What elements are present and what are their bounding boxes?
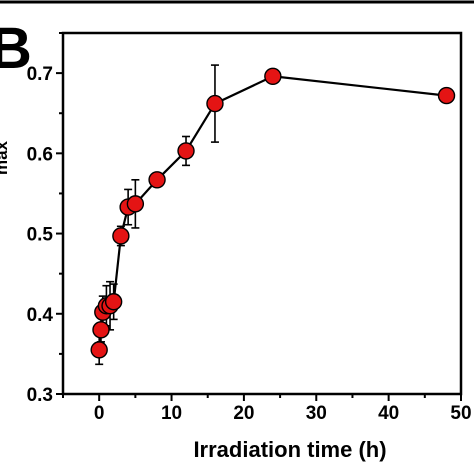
y-tick-label: 0.5 [27, 225, 54, 246]
data-point [92, 321, 110, 339]
data-point [264, 67, 282, 86]
x-tick-label: 10 [161, 403, 182, 424]
x-tick-label: 20 [233, 403, 254, 424]
data-point [148, 171, 166, 189]
x-tick-label: 50 [450, 403, 471, 424]
data-point [177, 142, 195, 160]
data-point [126, 195, 145, 213]
data-point [206, 94, 224, 113]
data-point [90, 341, 108, 359]
series-line [98, 75, 447, 350]
x-tick-label: 0 [94, 403, 105, 424]
series-layer [90, 64, 456, 366]
y-tick-label: 0.6 [27, 144, 53, 165]
y-tick-label: 0.7 [27, 64, 53, 85]
x-tick-label: 30 [306, 403, 327, 424]
data-point [104, 293, 123, 311]
plot-frame [61, 31, 463, 396]
data-point [112, 227, 130, 245]
y-tick-label: 0.4 [27, 305, 54, 326]
x-tick-label: 40 [378, 403, 399, 424]
data-point [437, 86, 456, 105]
x-axis-title: Irradiation time (h) [193, 437, 386, 462]
y-tick-label: 0.3 [27, 385, 53, 406]
axis-ticks: 0 10 20 30 40 50 0.3 0.4 0.5 0.6 0.7 [27, 32, 472, 424]
panel-label: B [0, 16, 32, 81]
y-axis-label: max [0, 140, 11, 175]
